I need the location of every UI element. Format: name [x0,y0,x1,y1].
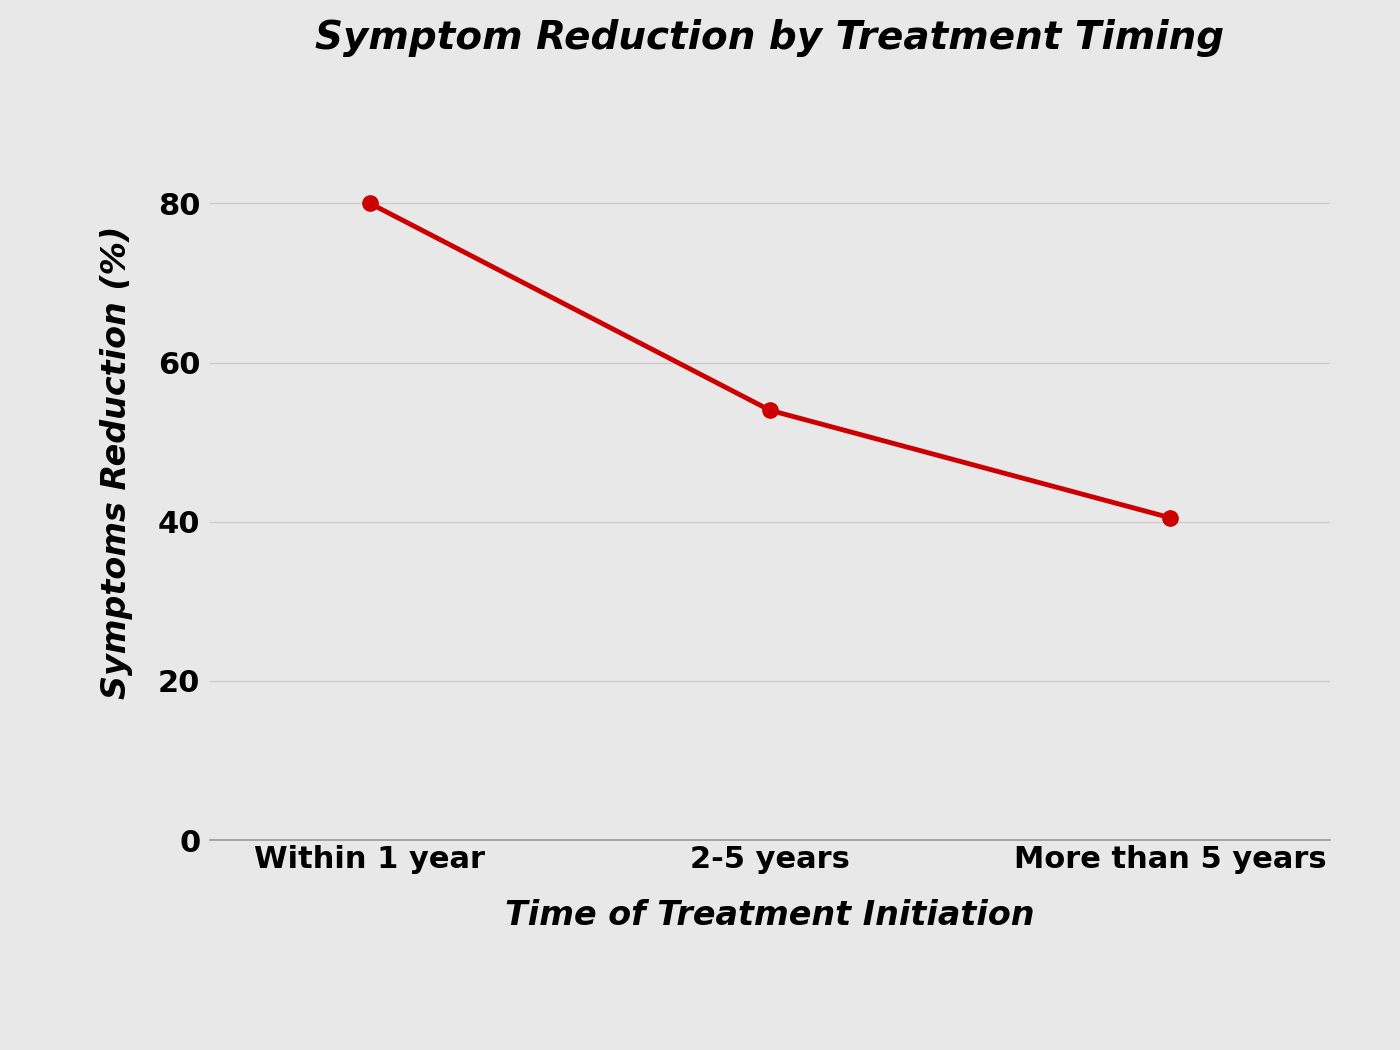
Title: Symptom Reduction by Treatment Timing: Symptom Reduction by Treatment Timing [315,19,1225,58]
Y-axis label: Symptoms Reduction (%): Symptoms Reduction (%) [99,226,133,698]
X-axis label: Time of Treatment Initiation: Time of Treatment Initiation [505,899,1035,931]
